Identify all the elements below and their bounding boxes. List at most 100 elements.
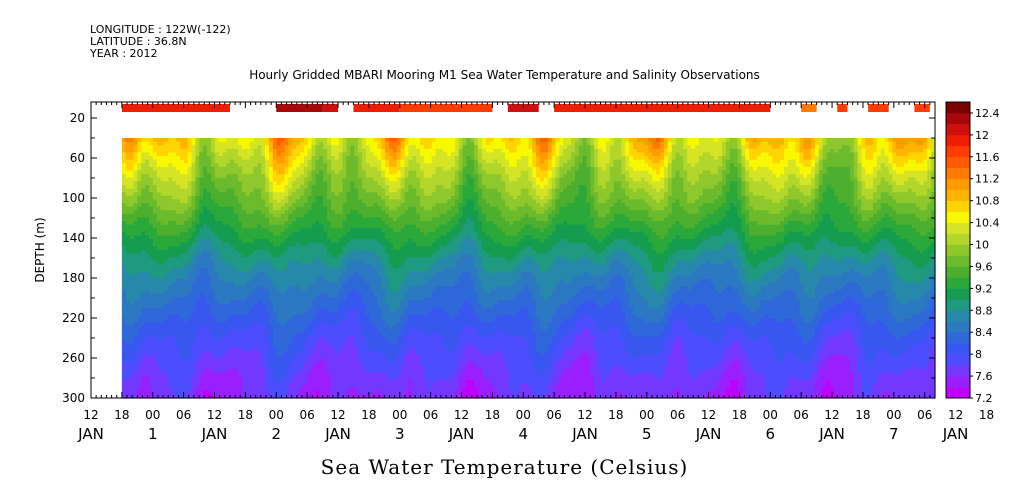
heatmap-cell	[346, 369, 351, 374]
heatmap-cell	[145, 213, 150, 219]
heatmap-cell	[179, 268, 185, 273]
heatmap-cell	[385, 347, 390, 352]
heatmap-cell	[133, 206, 138, 211]
heatmap-cell	[338, 145, 344, 150]
heatmap-cell	[152, 278, 158, 284]
heatmap-cell	[292, 314, 297, 320]
heatmap-cell	[245, 148, 251, 154]
heatmap-cell	[265, 192, 270, 197]
heatmap-cell	[176, 358, 181, 363]
heatmap-cell	[334, 376, 340, 381]
heatmap-cell	[191, 210, 197, 215]
heatmap-cell	[381, 354, 386, 359]
heatmap-cell	[330, 235, 336, 240]
heatmap-cell	[261, 159, 266, 164]
heatmap-cell	[148, 329, 154, 334]
heatmap-cell	[276, 249, 282, 255]
heatmap-cell	[354, 145, 359, 150]
heatmap-cell	[358, 318, 363, 323]
heatmap-cell	[299, 257, 305, 262]
heatmap-cell	[168, 372, 173, 377]
heatmap-cell	[137, 181, 142, 186]
heatmap-cell	[338, 343, 344, 349]
heatmap-cell	[381, 311, 386, 316]
heatmap-cell	[350, 242, 355, 247]
heatmap-cell	[230, 228, 235, 233]
heatmap-cell	[365, 351, 371, 356]
heatmap-cell	[257, 383, 262, 388]
heatmap-cell	[230, 217, 235, 222]
heatmap-cell	[385, 181, 390, 186]
heatmap-cell	[172, 390, 177, 395]
heatmap-cell	[327, 253, 332, 258]
heatmap-cell	[307, 177, 313, 182]
heatmap-cell	[284, 329, 289, 334]
heatmap-cell	[183, 253, 189, 258]
heatmap-cell	[222, 184, 228, 190]
heatmap-cell	[330, 141, 336, 146]
heatmap-cell	[133, 296, 138, 302]
heatmap-cell	[125, 148, 131, 154]
heatmap-cell	[253, 376, 258, 381]
heatmap-cell	[307, 148, 313, 154]
heatmap-cell	[125, 224, 131, 229]
heatmap-cell	[156, 195, 162, 200]
heatmap-cell	[210, 206, 216, 211]
heatmap-cell	[338, 307, 344, 312]
heatmap-cell	[199, 159, 204, 164]
heatmap-cell	[245, 210, 251, 215]
heatmap-cell	[288, 390, 293, 395]
heatmap-cell	[203, 242, 208, 247]
heatmap-cell	[311, 379, 317, 385]
heatmap-cell	[292, 293, 297, 298]
heatmap-cell	[199, 221, 204, 226]
heatmap-cell	[377, 192, 382, 197]
heatmap-cell	[288, 174, 293, 179]
heatmap-cell	[203, 170, 208, 175]
heatmap-cell	[121, 268, 127, 273]
heatmap-cell	[253, 257, 258, 262]
heatmap-cell	[381, 221, 386, 226]
heatmap-cell	[311, 390, 317, 395]
heatmap-cell	[218, 336, 224, 341]
heatmap-cell	[187, 379, 193, 385]
heatmap-cell	[330, 242, 336, 247]
heatmap-cell	[207, 333, 212, 338]
heatmap-cell	[218, 264, 224, 269]
heatmap-cell	[226, 275, 231, 280]
heatmap-cell	[327, 235, 332, 240]
heatmap-cell	[129, 387, 135, 392]
heatmap-cell	[311, 286, 317, 291]
heatmap-cell	[257, 286, 262, 291]
heatmap-cell	[234, 166, 239, 172]
heatmap-cell	[365, 358, 371, 363]
heatmap-cell	[172, 314, 177, 320]
heatmap-cell	[160, 249, 166, 255]
heatmap-cell	[168, 188, 173, 193]
heatmap-cell	[121, 289, 127, 294]
heatmap-cell	[176, 268, 181, 273]
heatmap-cell	[365, 336, 371, 341]
heatmap-cell	[311, 329, 317, 334]
heatmap-cell	[257, 372, 262, 377]
heatmap-cell	[176, 181, 181, 186]
heatmap-cell	[179, 253, 185, 258]
heatmap-cell	[288, 257, 293, 262]
heatmap-cell	[172, 188, 177, 193]
heatmap-cell	[133, 369, 138, 374]
heatmap-cell	[303, 311, 309, 316]
heatmap-cell	[338, 177, 344, 182]
heatmap-cell	[176, 249, 181, 255]
heatmap-cell	[176, 300, 181, 305]
heatmap-cell	[389, 145, 394, 150]
heatmap-cell	[183, 314, 189, 320]
heatmap-cell	[377, 217, 382, 222]
heatmap-cell	[323, 394, 328, 399]
heatmap-cell	[148, 192, 154, 197]
heatmap-cell	[269, 159, 274, 164]
heatmap-cell	[338, 340, 344, 345]
heatmap-cell	[257, 224, 262, 229]
heatmap-cell	[288, 141, 293, 146]
heatmap-cell	[129, 293, 135, 298]
heatmap-cell	[350, 365, 355, 370]
